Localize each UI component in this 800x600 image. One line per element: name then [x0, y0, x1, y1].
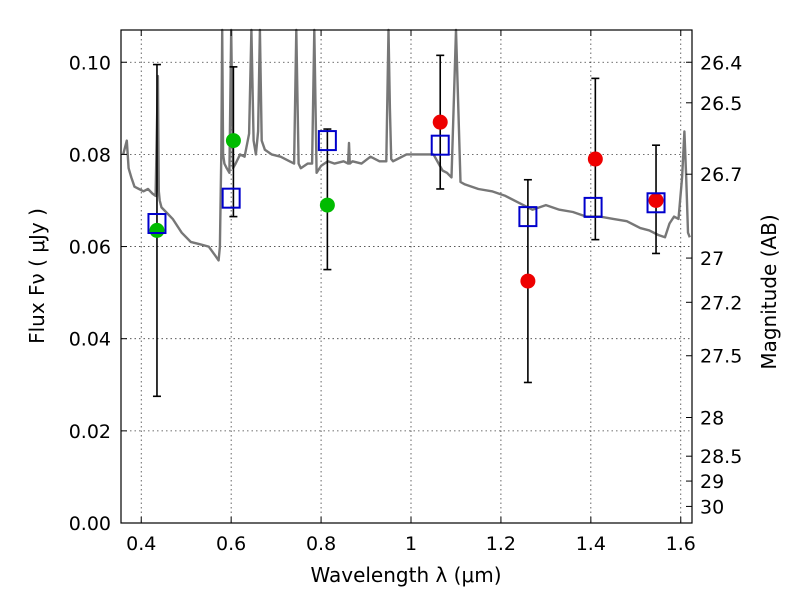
data-point — [432, 114, 448, 130]
x-tick-label: 1.2 — [486, 533, 516, 555]
y-tick-label: 0.02 — [69, 421, 111, 443]
right-tick-label: 28 — [700, 407, 724, 429]
plot-frame — [120, 29, 693, 524]
model-square-marker — [518, 206, 538, 228]
x-tick-label: 1.6 — [666, 533, 696, 555]
y-tick-label: 0.08 — [69, 144, 111, 166]
y-tick-label: 0.10 — [69, 52, 111, 74]
y-tick-label: 0.00 — [69, 513, 111, 535]
y-axis-title: Flux Fν ( μJy ) — [25, 208, 49, 344]
data-point — [225, 133, 241, 149]
model-square-marker — [317, 130, 337, 152]
spectrum-line — [122, 28, 691, 262]
right-tick-label: 27 — [700, 248, 724, 270]
x-tick-label: 1.4 — [576, 533, 606, 555]
data-point — [319, 197, 335, 213]
observed-points — [149, 114, 664, 289]
right-tick-label: 26.4 — [700, 52, 742, 74]
x-tick-label: 0.6 — [216, 533, 246, 555]
model-square-marker — [430, 134, 450, 156]
grid — [121, 30, 692, 524]
right-tick-label: 27.5 — [700, 346, 742, 368]
right-tick-label: 30 — [700, 496, 724, 518]
data-point — [648, 192, 664, 208]
x-tick-label: 0.8 — [306, 533, 336, 555]
y-axis-ticks: 0.00 0.02 0.04 0.06 0.08 0.10 — [69, 52, 127, 535]
x-tick-label: 0.4 — [126, 533, 156, 555]
model-square-marker — [147, 213, 167, 235]
data-point — [520, 273, 536, 289]
right-magnitude-ticks: 26.4 26.5 26.7 27 27.2 27.5 28 28.5 29 30 — [686, 52, 742, 518]
error-bars — [152, 54, 661, 398]
right-tick-label: 26.7 — [700, 164, 742, 186]
y-tick-label: 0.04 — [69, 329, 111, 351]
right-tick-label: 28.5 — [700, 446, 742, 468]
x-tick-label: 1 — [405, 533, 417, 555]
right-tick-label: 26.5 — [700, 93, 742, 115]
template-spectrum — [122, 28, 691, 262]
right-tick-label: 29 — [700, 471, 724, 493]
y-tick-label: 0.06 — [69, 237, 111, 259]
model-square-marker — [646, 192, 666, 214]
model-square-marker — [221, 187, 241, 209]
data-point — [149, 222, 165, 238]
data-point — [587, 151, 603, 167]
model-squares — [147, 130, 666, 235]
right-tick-label: 27.2 — [700, 292, 742, 314]
right-axis-title: Magnitude (AB) — [757, 214, 781, 369]
model-square-marker — [583, 196, 603, 218]
x-axis-ticks: 0.4 0.6 0.8 1 1.2 1.4 1.6 — [126, 30, 696, 555]
x-axis-title: Wavelength λ (μm) — [310, 563, 501, 587]
